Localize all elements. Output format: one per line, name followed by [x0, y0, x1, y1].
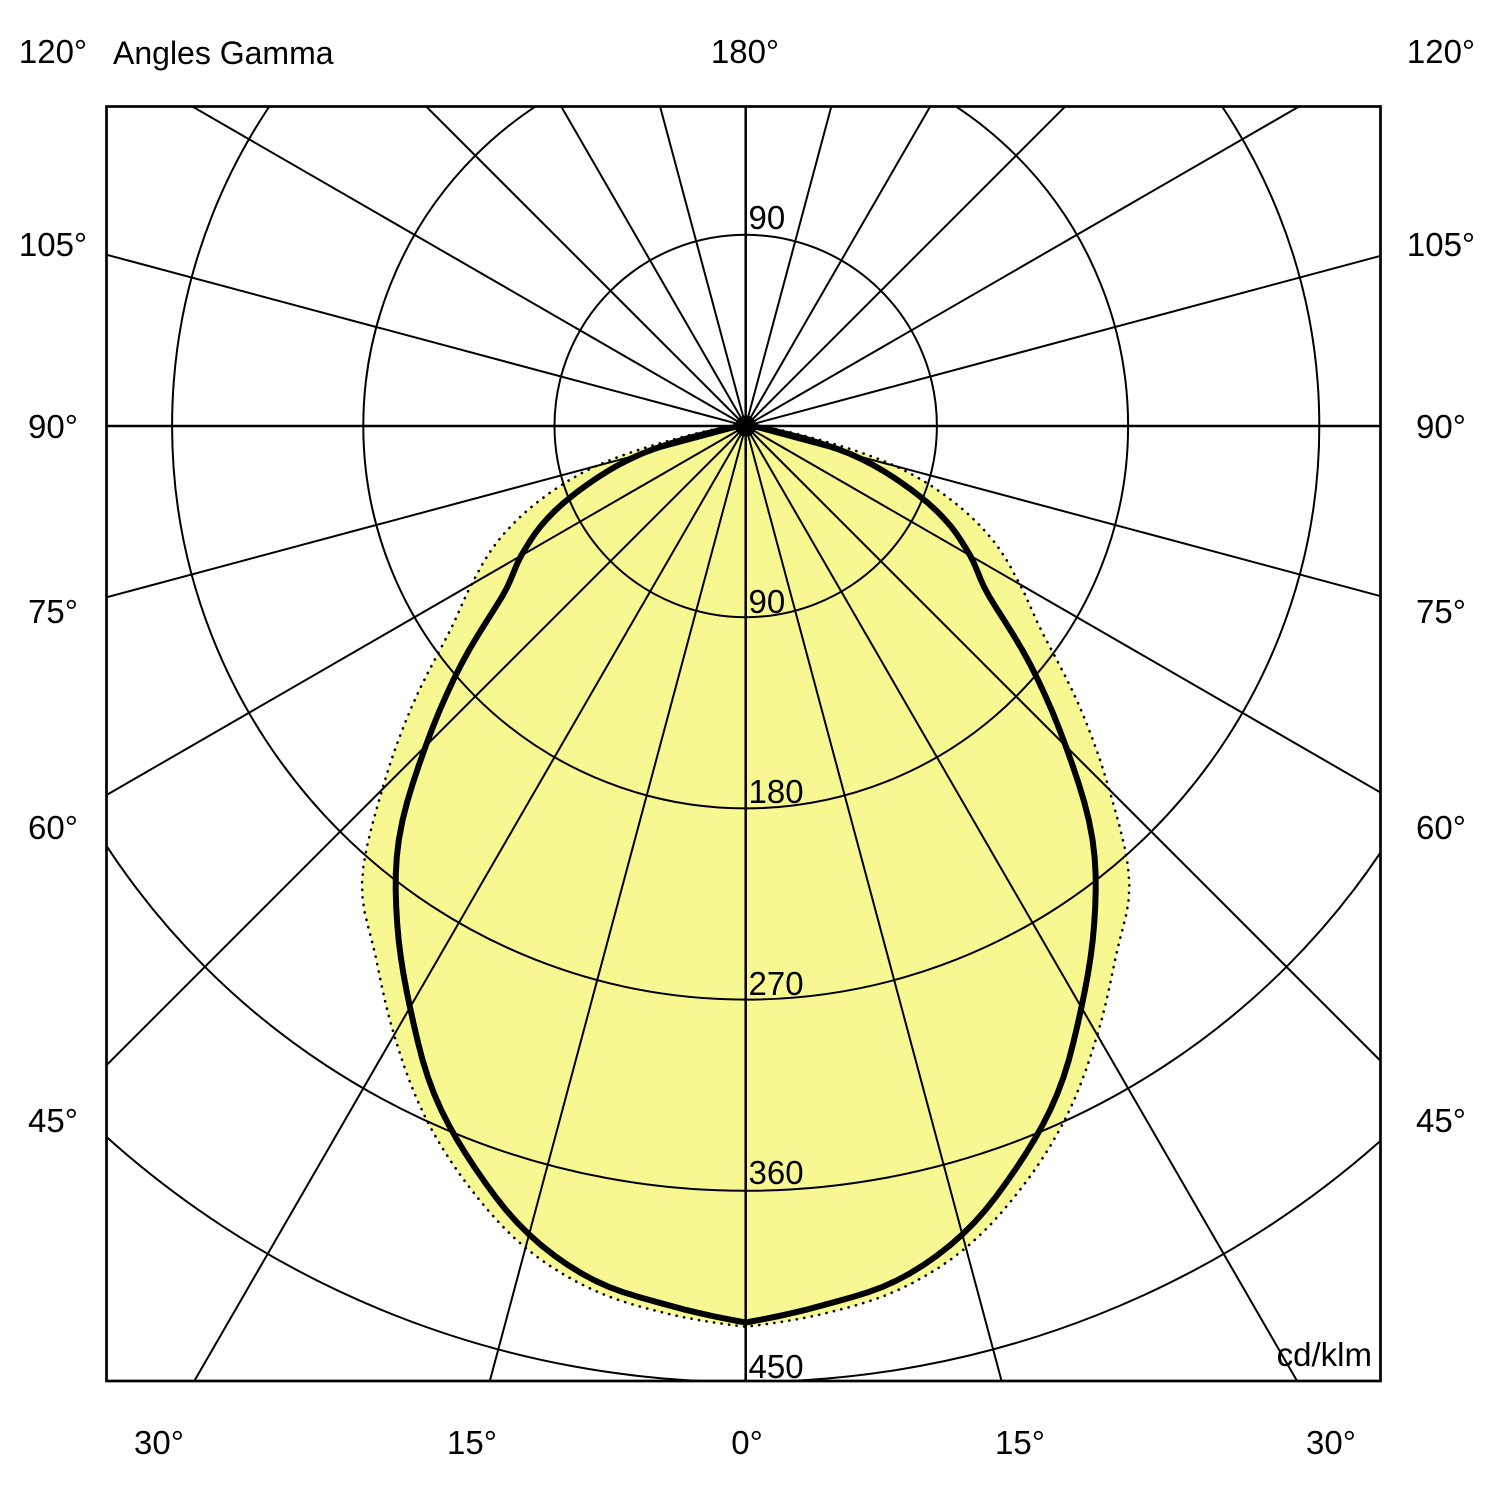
svg-text:45°: 45°	[28, 1102, 78, 1139]
svg-text:120°: 120°	[1407, 33, 1475, 70]
svg-text:180°: 180°	[711, 33, 779, 70]
svg-text:60°: 60°	[28, 809, 78, 846]
svg-text:360: 360	[749, 1154, 804, 1191]
svg-text:0°: 0°	[731, 1424, 763, 1461]
svg-text:15°: 15°	[447, 1424, 497, 1461]
svg-text:90: 90	[749, 583, 786, 620]
svg-text:270: 270	[749, 965, 804, 1002]
svg-text:60°: 60°	[1416, 809, 1466, 846]
svg-text:Angles Gamma: Angles Gamma	[113, 35, 334, 71]
svg-text:90°: 90°	[28, 408, 78, 445]
svg-text:30°: 30°	[1306, 1424, 1356, 1461]
svg-text:450: 450	[749, 1348, 804, 1385]
svg-text:90: 90	[749, 199, 786, 236]
svg-text:180: 180	[749, 773, 804, 810]
svg-text:75°: 75°	[28, 593, 78, 630]
svg-text:75°: 75°	[1416, 593, 1466, 630]
svg-text:120°: 120°	[19, 33, 87, 70]
svg-text:105°: 105°	[1407, 226, 1475, 263]
svg-text:105°: 105°	[19, 226, 87, 263]
svg-text:30°: 30°	[134, 1424, 184, 1461]
svg-text:90°: 90°	[1416, 408, 1466, 445]
svg-text:cd/klm: cd/klm	[1277, 1336, 1372, 1373]
svg-text:15°: 15°	[995, 1424, 1045, 1461]
svg-text:45°: 45°	[1416, 1102, 1466, 1139]
